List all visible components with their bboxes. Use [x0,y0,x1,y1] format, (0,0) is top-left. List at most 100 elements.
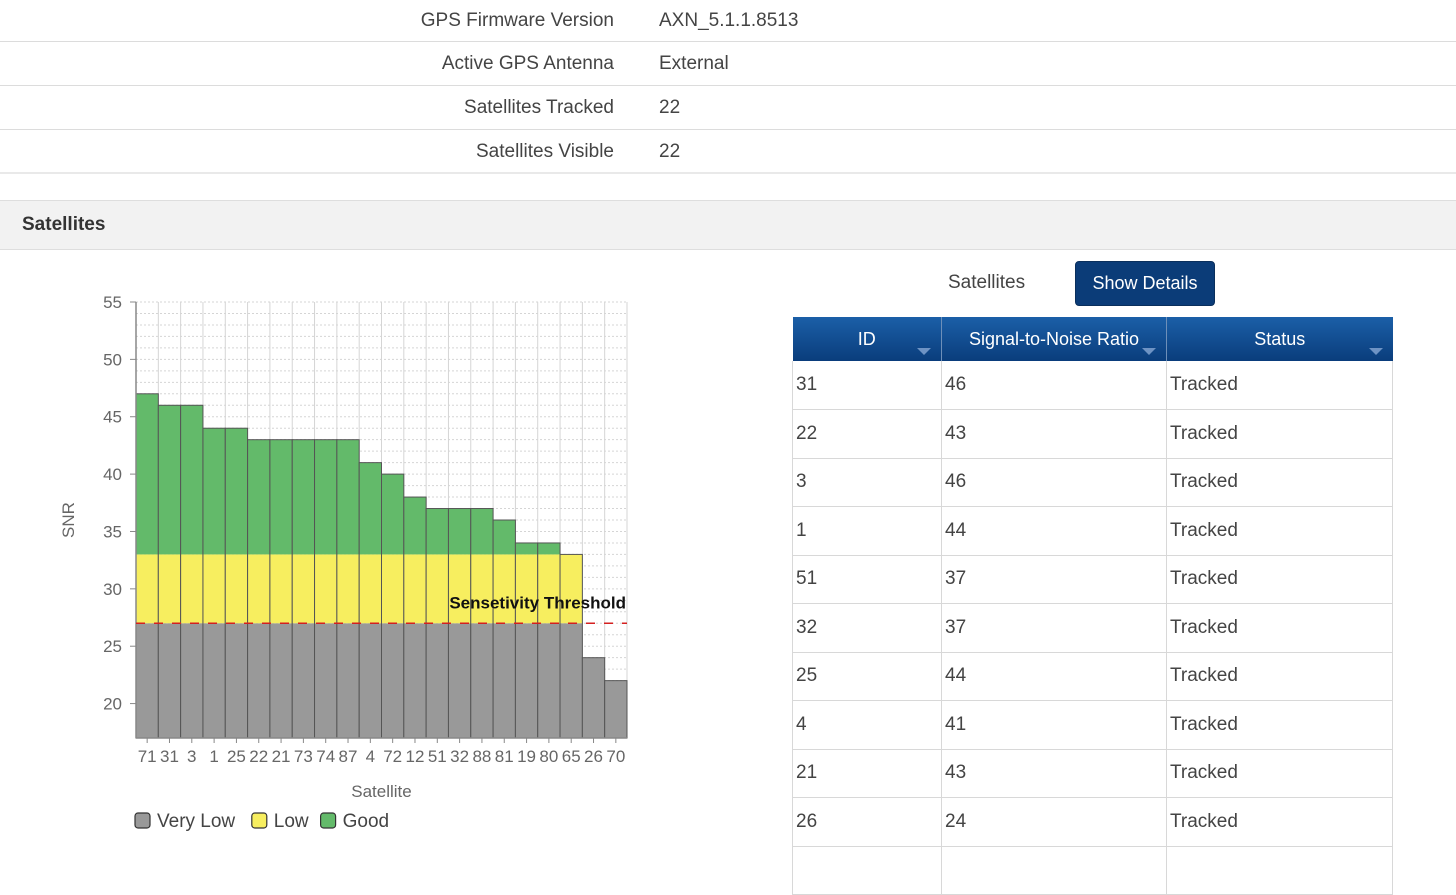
y-tick-label: 40 [103,465,122,484]
legend-label: Low [274,811,309,832]
snr-chart: 20 25 30 35 40 45 50 55 71 31 3 1 25 22 21 73 74 87 4 72 12 5… [50,290,650,840]
y-tick-label: 30 [103,580,122,599]
cell-id: 32 [792,603,942,653]
bar-segment [381,623,404,738]
bar-segment [560,554,583,624]
column-header-label: ID [857,328,876,349]
bar-segment [537,623,561,738]
bar-segment [448,508,471,555]
bar-segment [359,554,382,624]
sort-caret-icon[interactable] [1142,348,1156,355]
bar-segment [225,554,248,624]
y-tick-label: 35 [103,522,122,541]
table-row[interactable]: 26 24 Tracked [792,797,1393,847]
info-row: Satellites Visible 22 [0,130,1456,174]
info-value: 22 [659,96,681,118]
bar-segment [604,680,627,738]
y-tick-label: 50 [103,350,122,369]
bar-segment [247,623,270,738]
x-tick-label: 65 [562,747,581,766]
column-header-status[interactable]: Status [1166,317,1393,361]
x-tick-label: 1 [209,747,218,766]
table-row[interactable]: 4 41 Tracked [792,700,1393,750]
column-header-id[interactable]: ID [792,317,942,361]
sort-caret-icon[interactable] [917,348,931,355]
table-row[interactable]: 1 44 Tracked [792,506,1393,556]
table-row[interactable]: 3 46 Tracked [792,458,1393,507]
column-header-label: Status [1254,328,1306,349]
info-row: Active GPS Antenna External [0,42,1456,86]
table-header-row: ID Signal-to-Noise Ratio Status [792,317,1393,361]
bar-segment [537,554,561,624]
table-row[interactable]: 32 37 Tracked [792,603,1393,653]
bar-segment [537,542,561,555]
cell-snr: 43 [941,749,1167,798]
cell-id: 25 [792,652,942,701]
y-axis-title: SNR [59,502,78,538]
legend-swatch [134,812,151,829]
cell-snr: 43 [941,409,1167,459]
info-label: Active GPS Antenna [441,52,614,74]
bar-segment [292,623,315,738]
bar-segment [225,623,248,738]
x-tick-label: 81 [495,747,514,766]
info-row: Satellites Tracked 22 [0,86,1456,130]
bar-segment [292,439,315,555]
bar-segment [136,554,159,624]
bar-segment [426,508,449,555]
cell-snr: 46 [941,361,1167,410]
x-axis-title: Satellite [351,782,411,801]
bar-segment [448,554,471,624]
x-tick-label: 88 [472,747,491,766]
bar-segment [470,623,494,738]
bar-segment [158,623,181,738]
x-tick-label: 21 [272,747,291,766]
bar-segment [493,520,516,555]
bar-segment [314,623,337,738]
cell-snr: 44 [941,506,1167,556]
bar-segment [202,554,226,624]
table-row[interactable] [792,846,1393,895]
table-row[interactable]: 22 43 Tracked [792,409,1393,459]
info-label: Satellites Visible [475,140,614,162]
cell-id: 26 [792,797,942,847]
satellite-table: ID Signal-to-Noise Ratio Status 31 46 Trac… [792,317,1393,895]
y-tick-label: 55 [103,293,122,312]
x-tick-label: 31 [160,747,179,766]
table-row[interactable]: 21 43 Tracked [792,749,1393,798]
bar-segment [202,428,226,555]
cell-id: 31 [792,361,942,410]
legend-swatch [320,812,337,829]
divider [0,172,1456,174]
sort-caret-icon[interactable] [1368,348,1383,355]
threshold-label: Sensetivity Threshold [449,593,626,612]
show-details-button[interactable]: Show Details [1075,261,1215,306]
satellites-label: Satellites [948,272,1026,293]
info-value: 22 [659,140,681,162]
cell-status: Tracked [1166,749,1393,798]
bar-segment [336,623,360,738]
bar-segment [158,405,181,555]
table-row[interactable]: 31 46 Tracked [792,361,1393,410]
info-label: GPS Firmware Version [420,9,614,31]
x-tick-label: 25 [227,747,246,766]
info-row: GPS Firmware Version AXN_5.1.1.8513 [0,0,1456,42]
cell-id [792,846,942,895]
table-row[interactable]: 25 44 Tracked [792,652,1393,701]
cell-status: Tracked [1166,797,1393,847]
cell-status: Tracked [1166,700,1393,750]
x-tick-label: 22 [249,747,268,766]
x-tick-label: 12 [406,747,425,766]
cell-id: 21 [792,749,942,798]
legend-label: Good [343,811,389,832]
bar-segment [136,623,159,738]
bar-segment [359,623,382,738]
table-row[interactable]: 51 37 Tracked [792,555,1393,604]
legend-swatch [251,812,268,829]
x-tick-label: 70 [606,747,625,766]
gps-info-table: GPS Firmware Version AXN_5.1.1.8513 Acti… [0,0,1456,174]
column-header-label: Signal-to-Noise Ratio [968,328,1140,349]
bar-segment [292,554,315,624]
column-header-snr[interactable]: Signal-to-Noise Ratio [941,317,1167,361]
x-tick-label: 80 [539,747,558,766]
